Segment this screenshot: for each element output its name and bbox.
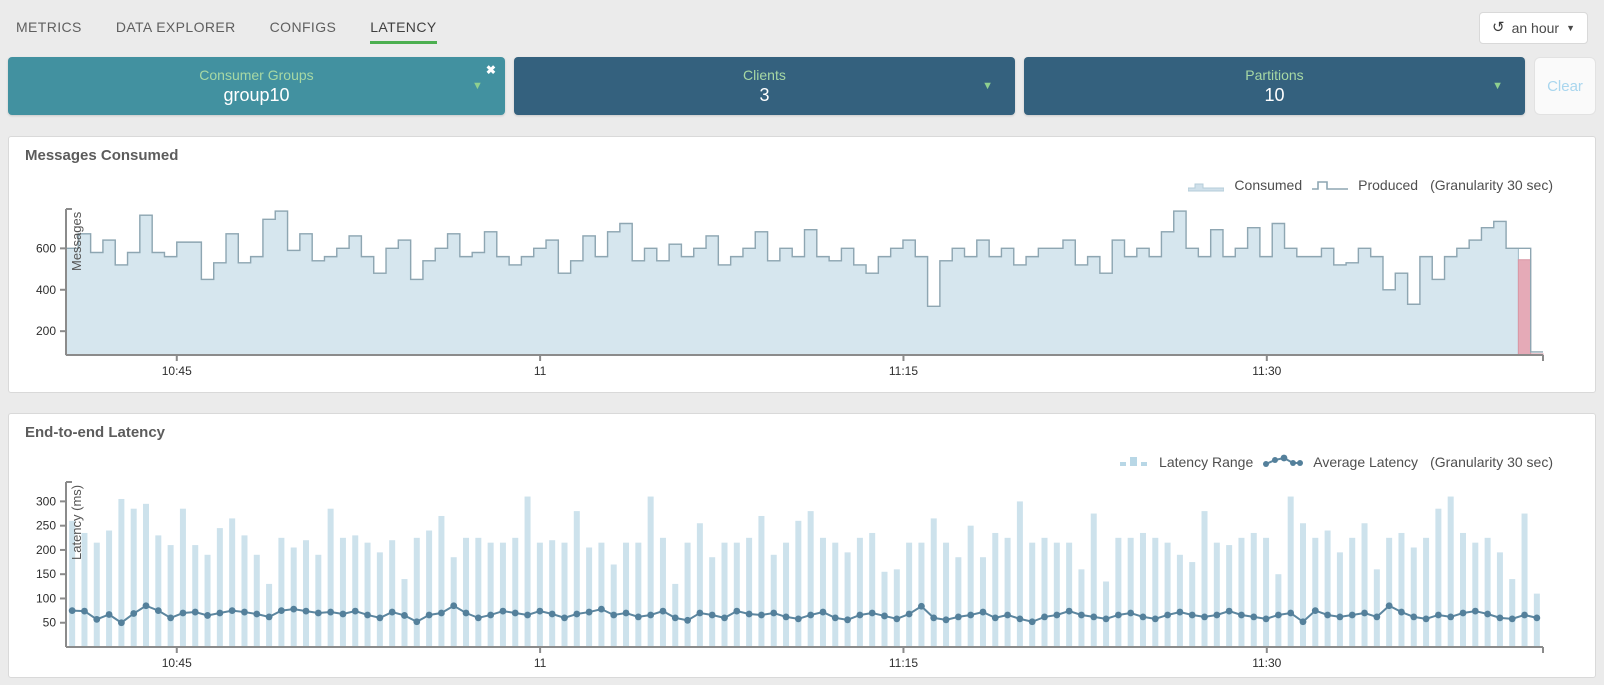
clear-filters-button[interactable]: Clear xyxy=(1534,57,1596,115)
svg-text:11:15: 11:15 xyxy=(889,656,918,670)
svg-text:200: 200 xyxy=(36,324,56,338)
svg-text:100: 100 xyxy=(36,591,56,605)
partitions-filter[interactable]: Partitions 10 ▼ xyxy=(1023,57,1525,115)
partitions-value: 10 xyxy=(1264,85,1285,105)
end-to-end-latency-panel: End-to-end Latency Latency Range Average… xyxy=(8,413,1596,678)
messages-consumed-chart: 200 400 600 10:45 11 11:15 11:30 Messages xyxy=(36,208,1544,378)
granularity-note: (Granularity 30 sec) xyxy=(1430,177,1553,193)
chevron-down-icon: ▼ xyxy=(1566,22,1575,33)
produced-step-line-icon xyxy=(1312,180,1349,190)
filter-bar: Consumer Groups group10 ▼ ✖ Clients 3 ▼ … xyxy=(0,55,1604,115)
latency-range-bars-icon xyxy=(1120,457,1148,466)
tab-configs[interactable]: CONFIGS xyxy=(269,19,337,35)
chevron-down-icon: ▼ xyxy=(982,80,993,92)
svg-text:400: 400 xyxy=(36,283,56,297)
tab-metrics[interactable]: METRICS xyxy=(16,19,82,35)
panel-title: Messages Consumed xyxy=(25,147,179,164)
svg-text:200: 200 xyxy=(36,543,56,557)
svg-text:50: 50 xyxy=(43,616,57,630)
svg-text:250: 250 xyxy=(36,519,56,533)
panel-title: End-to-end Latency xyxy=(25,424,166,441)
legend-average-latency-label: Average Latency xyxy=(1313,454,1419,470)
legend-latency-range-label: Latency Range xyxy=(1159,454,1254,470)
svg-text:10:45: 10:45 xyxy=(162,364,192,378)
end-to-end-latency-chart: 50 100 150 200 250 300 10:45 11 11:15 11:30 Latenc… xyxy=(36,481,1544,670)
legend-produced-label: Produced xyxy=(1358,177,1419,193)
consumer-groups-filter[interactable]: Consumer Groups group10 ▼ ✖ xyxy=(8,57,505,115)
svg-text:Latency (ms): Latency (ms) xyxy=(69,485,84,560)
time-range-selector[interactable]: ↺ an hour ▼ xyxy=(1479,11,1588,44)
partitions-label: Partitions xyxy=(1245,67,1304,83)
tab-data-explorer[interactable]: DATA EXPLORER xyxy=(115,19,236,35)
svg-text:11:15: 11:15 xyxy=(889,364,918,378)
clients-label: Clients xyxy=(743,67,786,83)
messages-consumed-panel: Messages Consumed Consumed Produced (Gra… xyxy=(8,136,1596,393)
svg-text:300: 300 xyxy=(36,494,56,508)
chevron-down-icon: ▼ xyxy=(1492,80,1503,92)
close-icon[interactable]: ✖ xyxy=(485,63,496,77)
time-range-label: an hour xyxy=(1511,19,1560,36)
history-icon: ↺ xyxy=(1492,19,1505,36)
svg-text:150: 150 xyxy=(36,567,56,581)
svg-text:11:30: 11:30 xyxy=(1252,656,1281,670)
svg-text:11:30: 11:30 xyxy=(1252,364,1281,378)
legend-consumed-label: Consumed xyxy=(1234,177,1303,193)
consumer-groups-value: group10 xyxy=(223,85,290,105)
chart-legend: Consumed Produced (Granularity 30 sec) xyxy=(9,171,1595,199)
top-navigation: METRICS DATA EXPLORER CONFIGS LATENCY ↺ … xyxy=(0,0,1604,55)
clients-filter[interactable]: Clients 3 ▼ xyxy=(513,57,1015,115)
consumer-groups-label: Consumer Groups xyxy=(199,67,314,83)
svg-text:11: 11 xyxy=(534,364,547,378)
tab-latency[interactable]: LATENCY xyxy=(370,11,437,44)
svg-text:10:45: 10:45 xyxy=(162,656,192,670)
svg-text:Messages: Messages xyxy=(69,211,84,271)
chevron-down-icon: ▼ xyxy=(472,80,483,92)
svg-text:600: 600 xyxy=(36,241,56,255)
nav-tabs: METRICS DATA EXPLORER CONFIGS LATENCY xyxy=(16,11,437,44)
chart-legend: Latency Range Average Latency (Granulari… xyxy=(9,448,1595,476)
average-latency-line-icon xyxy=(1263,454,1304,467)
consumed-step-area-icon xyxy=(1188,183,1225,191)
clients-value: 3 xyxy=(759,85,770,105)
granularity-note: (Granularity 30 sec) xyxy=(1430,454,1553,470)
svg-text:11: 11 xyxy=(534,656,547,670)
